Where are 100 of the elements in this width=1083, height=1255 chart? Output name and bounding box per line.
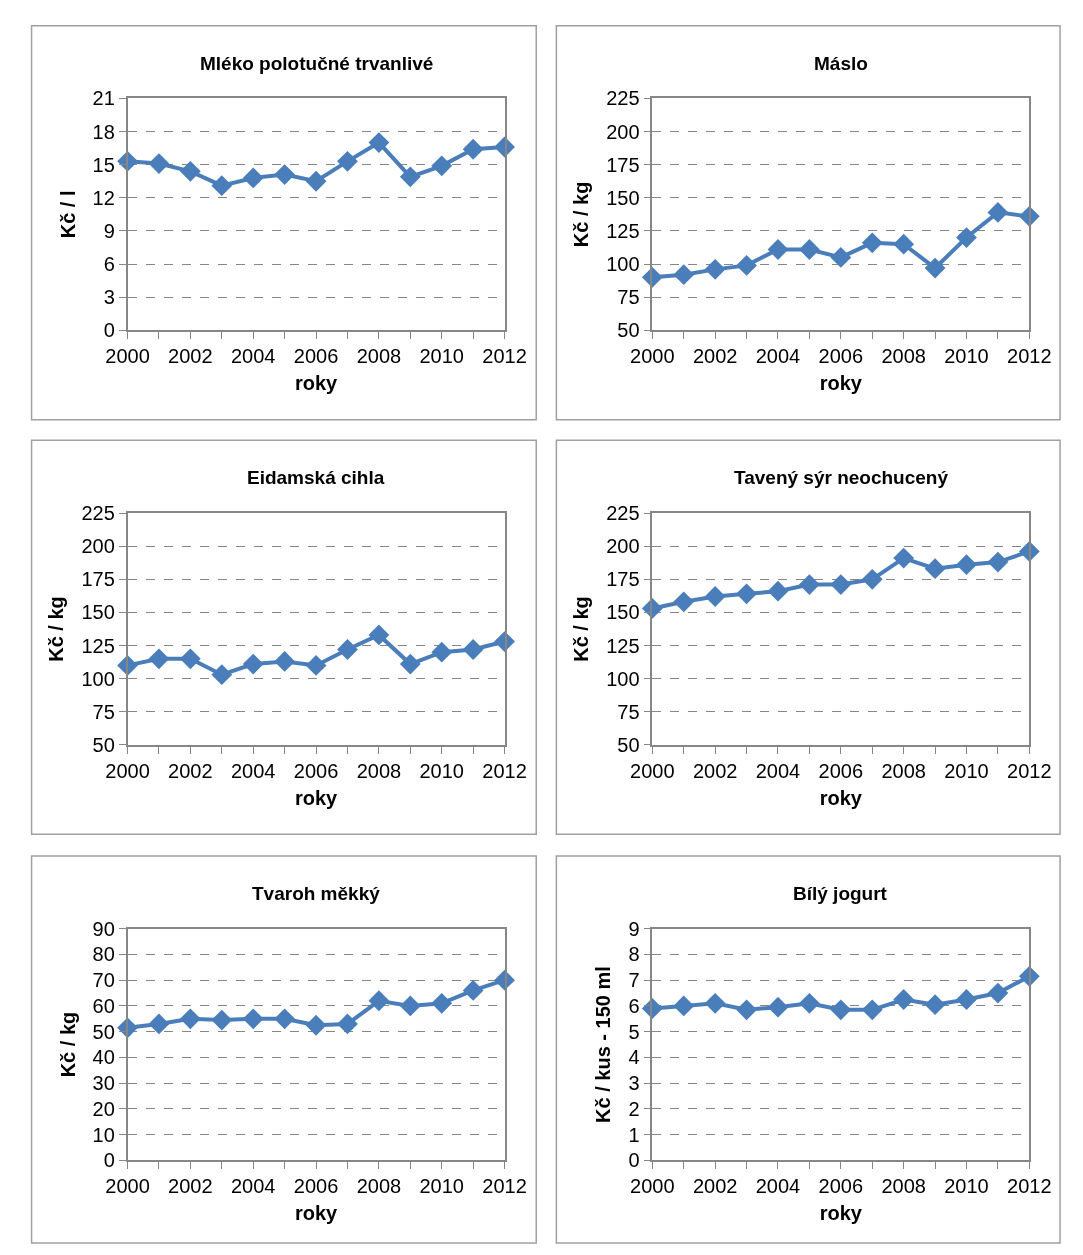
y-tick-label: 2: [628, 1097, 640, 1120]
x-tick-label: 2008: [881, 1175, 926, 1198]
point: [242, 1008, 264, 1030]
point: [242, 653, 264, 675]
y-axis-title: Kč / kus - 150 ml: [592, 966, 615, 1123]
x-tick-label: 2002: [692, 759, 738, 782]
y-tick-label: 200: [606, 120, 640, 143]
x-tick-label: 2010: [944, 759, 989, 782]
y-tick-label: 9: [103, 219, 115, 242]
x-tick-label: 2004: [230, 1175, 276, 1198]
x-tick-label: 2000: [105, 345, 150, 368]
x-tick-label: 2006: [818, 345, 864, 368]
point: [431, 155, 453, 177]
x-axis-title: roky: [819, 786, 863, 809]
point: [924, 558, 946, 580]
y-tick-label: 9: [628, 917, 640, 940]
point: [179, 160, 201, 182]
x-tick-label: 2008: [356, 345, 402, 368]
point: [924, 994, 946, 1016]
x-tick-label: 2012: [482, 1175, 527, 1198]
x-tick-label: 2002: [168, 759, 213, 782]
x-tick-label: 2006: [818, 759, 864, 782]
y-tick-label: 5: [628, 1020, 640, 1043]
y-tick-label: 50: [617, 319, 640, 342]
y-tick-label: 150: [606, 186, 640, 209]
x-tick-label: 2004: [755, 759, 801, 782]
y-tick-label: 125: [81, 634, 115, 657]
point: [830, 574, 852, 595]
y-tick-label: 12: [92, 186, 115, 209]
y-tick-label: 70: [92, 969, 115, 992]
x-tick-label: 2002: [692, 1175, 738, 1198]
y-tick-label: 3: [103, 286, 115, 309]
y-tick-label: 175: [606, 568, 640, 591]
x-tick-label: 2004: [230, 759, 276, 782]
point: [893, 989, 915, 1010]
x-tick-label: 2000: [630, 1175, 675, 1198]
y-tick-label: 150: [81, 601, 115, 624]
x-tick-label: 2004: [755, 345, 801, 368]
x-tick-label: 2008: [356, 759, 402, 782]
point: [704, 992, 726, 1014]
y-tick-label: 125: [606, 219, 640, 242]
y-tick-label: 75: [617, 700, 640, 723]
x-axis-title: roky: [294, 1202, 339, 1225]
y-axis-title: Kč / l: [56, 190, 79, 239]
point: [767, 580, 789, 602]
point: [211, 1009, 233, 1031]
point: [368, 132, 390, 153]
point: [956, 554, 977, 576]
point: [704, 586, 726, 607]
point: [274, 1008, 296, 1030]
point: [861, 232, 883, 254]
point: [924, 257, 946, 279]
point: [462, 980, 484, 1001]
point: [399, 653, 421, 675]
chart-title: Tavený sýr neochucený: [734, 467, 949, 488]
point: [431, 641, 453, 663]
point: [893, 547, 915, 569]
point: [673, 264, 695, 286]
y-tick-label: 50: [92, 1020, 115, 1043]
chart-title: Tvaroh měkký: [252, 883, 381, 904]
y-axis-title: Kč / kg: [56, 1011, 79, 1078]
x-tick-label: 2012: [482, 759, 527, 782]
y-tick-label: 75: [92, 700, 115, 723]
x-tick-label: 2000: [105, 759, 150, 782]
chart-title: Bílý jogurt: [793, 883, 888, 904]
point: [673, 995, 695, 1017]
y-tick-label: 20: [92, 1097, 115, 1120]
point: [736, 999, 757, 1021]
y-tick-label: 7: [628, 969, 640, 992]
point: [893, 233, 915, 255]
point: [987, 201, 1009, 223]
y-tick-label: 150: [606, 601, 640, 624]
y-tick-label: 90: [92, 917, 115, 940]
y-tick-label: 125: [606, 634, 640, 657]
y-tick-label: 50: [92, 733, 115, 756]
y-tick-label: 75: [617, 286, 640, 309]
y-tick-label: 21: [92, 87, 115, 110]
y-tick-label: 0: [103, 1149, 115, 1172]
y-tick-label: 60: [92, 994, 115, 1017]
x-tick-label: 2010: [419, 759, 464, 782]
y-tick-label: 6: [628, 994, 640, 1017]
y-tick-label: 18: [92, 120, 115, 143]
x-tick-label: 2012: [1007, 1175, 1052, 1198]
point: [830, 999, 852, 1021]
y-tick-label: 8: [628, 943, 640, 966]
y-axis-title: Kč / kg: [570, 181, 593, 248]
x-tick-label: 2008: [881, 345, 926, 368]
point: [148, 648, 170, 670]
point: [337, 150, 358, 172]
point: [305, 170, 327, 192]
x-tick-label: 2006: [293, 1175, 339, 1198]
point: [956, 989, 977, 1010]
y-tick-label: 15: [92, 153, 115, 176]
y-tick-label: 6: [103, 253, 115, 276]
y-tick-label: 1: [628, 1123, 640, 1146]
point: [673, 591, 695, 613]
y-tick-label: 225: [606, 502, 640, 525]
chart-title: Eidamská cihla: [247, 467, 385, 488]
x-tick-label: 2006: [293, 345, 339, 368]
point: [179, 648, 201, 670]
